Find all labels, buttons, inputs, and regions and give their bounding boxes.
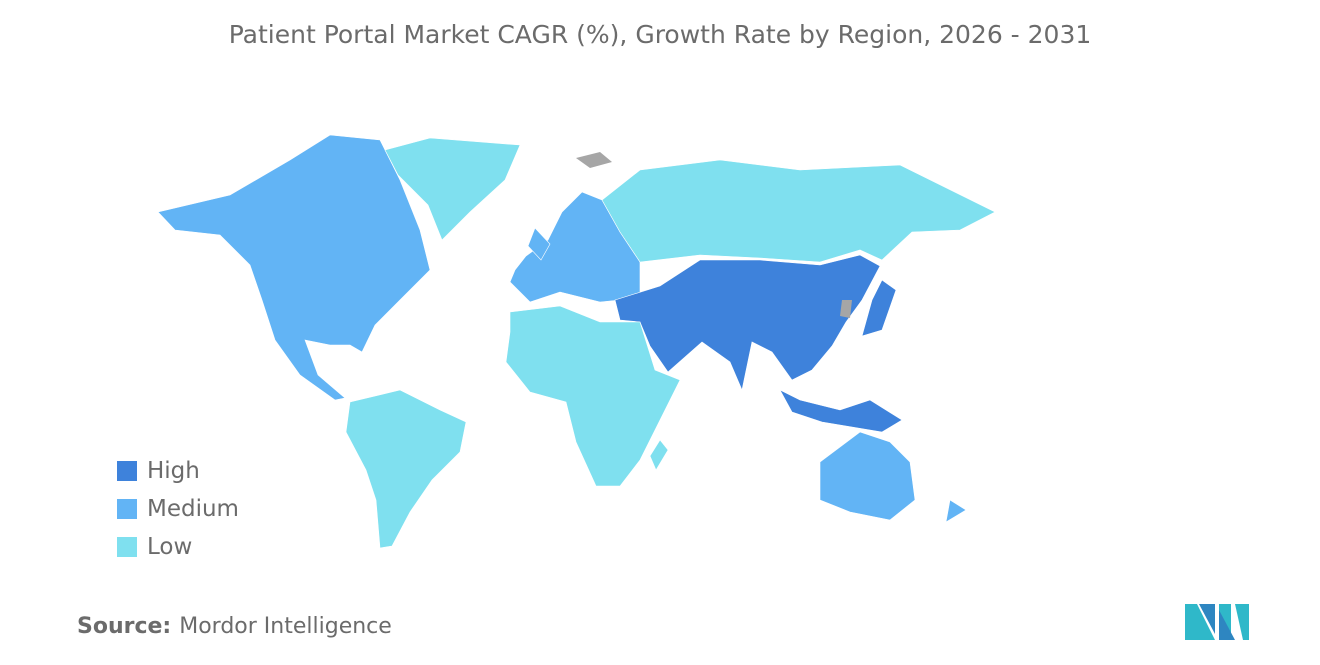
source-label: Source: [77,614,172,639]
source-value: Mordor Intelligence [179,614,392,639]
region-no-data [576,152,612,168]
legend-swatch-low [117,537,137,557]
region-africa [505,305,681,487]
legend-swatch-high [117,461,137,481]
region-russia [601,159,996,263]
region-australia [819,431,916,521]
legend-label: Medium [147,496,239,522]
source-note: Source: Mordor Intelligence [77,614,392,639]
legend-item-medium: Medium [117,490,239,528]
region-south-america [345,389,467,549]
region-madagascar [649,439,669,471]
region-north-america [157,134,431,401]
legend-swatch-medium [117,499,137,519]
region-no-data [840,300,852,318]
legend-item-high: High [117,452,239,490]
region-greenland [384,137,521,241]
region-southeast-asia-islands [779,389,903,433]
legend-label: Low [147,534,193,560]
legend: High Medium Low [117,452,239,566]
legend-label: High [147,458,200,484]
region-united-kingdom [527,227,551,261]
mordor-logo-icon [1185,604,1249,640]
region-japan [861,279,897,337]
legend-item-low: Low [117,528,239,566]
chart-title: Patient Portal Market CAGR (%), Growth R… [228,20,1092,49]
region-new-zealand [945,499,967,523]
region-asia [614,254,881,391]
